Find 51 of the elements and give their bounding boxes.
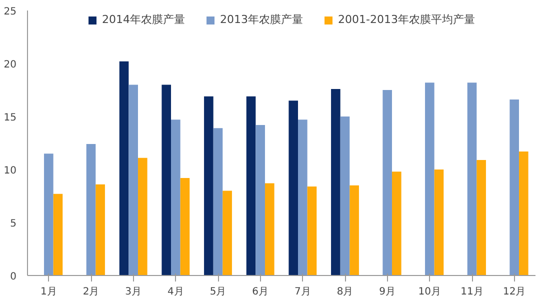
bar — [425, 82, 434, 276]
bar — [298, 120, 308, 276]
bar — [96, 184, 105, 276]
bar — [307, 186, 317, 276]
bar — [434, 170, 444, 276]
x-tick-label: 8月 — [336, 286, 354, 298]
bar — [180, 178, 190, 276]
x-tick-label: 6月 — [252, 286, 269, 298]
bar — [119, 61, 129, 276]
y-tick-label: 0 — [10, 272, 17, 282]
bar — [171, 120, 180, 276]
bar — [256, 124, 265, 276]
y-tick-label: 20 — [4, 60, 17, 70]
x-tick-label: 2月 — [82, 286, 100, 298]
bar — [162, 84, 172, 276]
x-tick-label: 12月 — [502, 286, 526, 298]
y-tick-label: 15 — [4, 112, 17, 124]
bar — [382, 90, 392, 276]
legend-label: 2001-2013年农膜平均产量 — [338, 12, 475, 27]
x-tick-label: 7月 — [294, 286, 311, 298]
bar — [510, 100, 519, 276]
legend-label: 2013年农膜产量 — [220, 12, 304, 27]
bar — [204, 96, 214, 276]
x-tick-label: 4月 — [167, 286, 184, 298]
bar — [264, 183, 274, 276]
bar — [350, 185, 359, 276]
legend-label: 2014年农膜产量 — [102, 12, 186, 27]
bar — [128, 84, 138, 276]
y-tick-label: 25 — [4, 6, 17, 18]
bar — [518, 151, 528, 276]
x-tick-label: 11月 — [460, 286, 484, 298]
bar — [86, 144, 96, 276]
bar — [44, 154, 54, 276]
bar — [222, 190, 232, 276]
bar — [340, 116, 350, 276]
bar — [288, 100, 298, 276]
x-tick-label: 3月 — [125, 286, 142, 298]
bar — [53, 194, 63, 276]
x-tick-label: 9月 — [379, 286, 396, 298]
bar — [138, 158, 148, 276]
x-tick-label: 10月 — [418, 286, 442, 298]
bar — [467, 82, 477, 276]
bar — [476, 160, 486, 276]
y-tick-label: 5 — [10, 218, 17, 230]
bar — [331, 88, 340, 276]
x-tick-label: 5月 — [210, 286, 226, 298]
x-tick-label: 1月 — [40, 286, 57, 298]
y-tick-label: 10 — [4, 166, 17, 176]
bar — [392, 172, 402, 276]
bar — [246, 96, 256, 276]
bar — [213, 128, 223, 276]
